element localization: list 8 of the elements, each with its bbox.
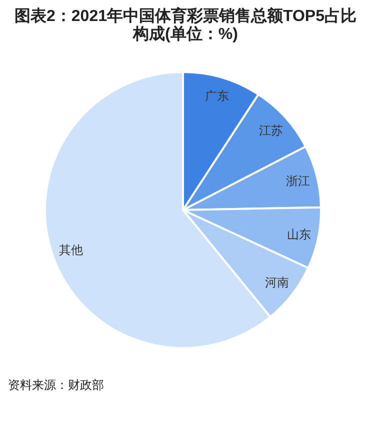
chart-title: 图表2：2021年中国体育彩票销售总额TOP5占比构成(单位：%) xyxy=(14,8,358,44)
slice-label: 山东 xyxy=(287,227,312,242)
slice-label: 河南 xyxy=(264,276,289,290)
slice-label: 其他 xyxy=(59,242,84,257)
text: 资料来源：财政部 xyxy=(8,377,104,394)
slice-label: 江苏 xyxy=(259,123,284,138)
slice-label: 广东 xyxy=(204,89,229,104)
slice-label: 浙江 xyxy=(286,174,310,188)
